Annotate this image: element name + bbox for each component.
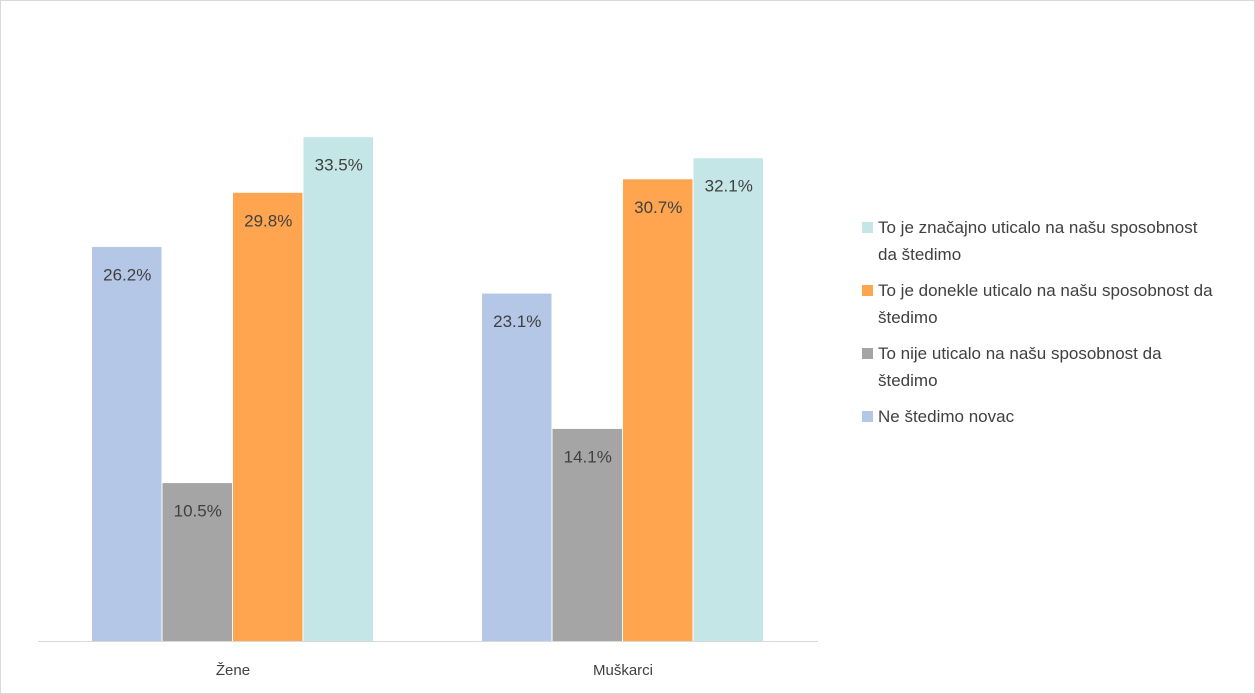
bar: [482, 293, 552, 641]
data-label: 33.5%: [315, 156, 363, 175]
data-label: 32.1%: [705, 177, 753, 196]
data-label: 23.1%: [493, 312, 541, 331]
legend-label: To je značajno uticalo na našu sposobnos…: [878, 218, 1198, 264]
data-label: 26.2%: [103, 265, 151, 284]
bar: [233, 192, 303, 642]
data-label: 29.8%: [244, 211, 292, 230]
legend: To je značajno uticalo na našu sposobnos…: [860, 214, 1220, 439]
data-label: 10.5%: [174, 502, 222, 521]
data-label: 14.1%: [564, 447, 612, 466]
bar: [92, 246, 162, 641]
legend-swatch: [862, 222, 873, 233]
bar: [552, 428, 622, 641]
bar: [162, 483, 232, 641]
legend-label: Ne štedimo novac: [878, 407, 1015, 426]
legend-label: To nije uticalo na našu sposobnost da št…: [878, 344, 1162, 390]
legend-swatch: [862, 411, 873, 422]
legend-item: To je značajno uticalo na našu sposobnos…: [860, 214, 1220, 268]
legend-label: To je donekle uticalo na našu sposobnost…: [878, 281, 1213, 327]
legend-item: Ne štedimo novac: [860, 403, 1220, 430]
legend-swatch: [862, 285, 873, 296]
bar: [303, 137, 373, 641]
legend-item: To je donekle uticalo na našu sposobnost…: [860, 277, 1220, 331]
bar: [623, 179, 693, 641]
legend-swatch: [862, 348, 873, 359]
x-tick-label: Muškarci: [593, 662, 653, 679]
x-tick-label: Žene: [216, 662, 250, 679]
data-label: 30.7%: [634, 198, 682, 217]
legend-item: To nije uticalo na našu sposobnost da št…: [860, 340, 1220, 394]
bar: [693, 158, 763, 641]
